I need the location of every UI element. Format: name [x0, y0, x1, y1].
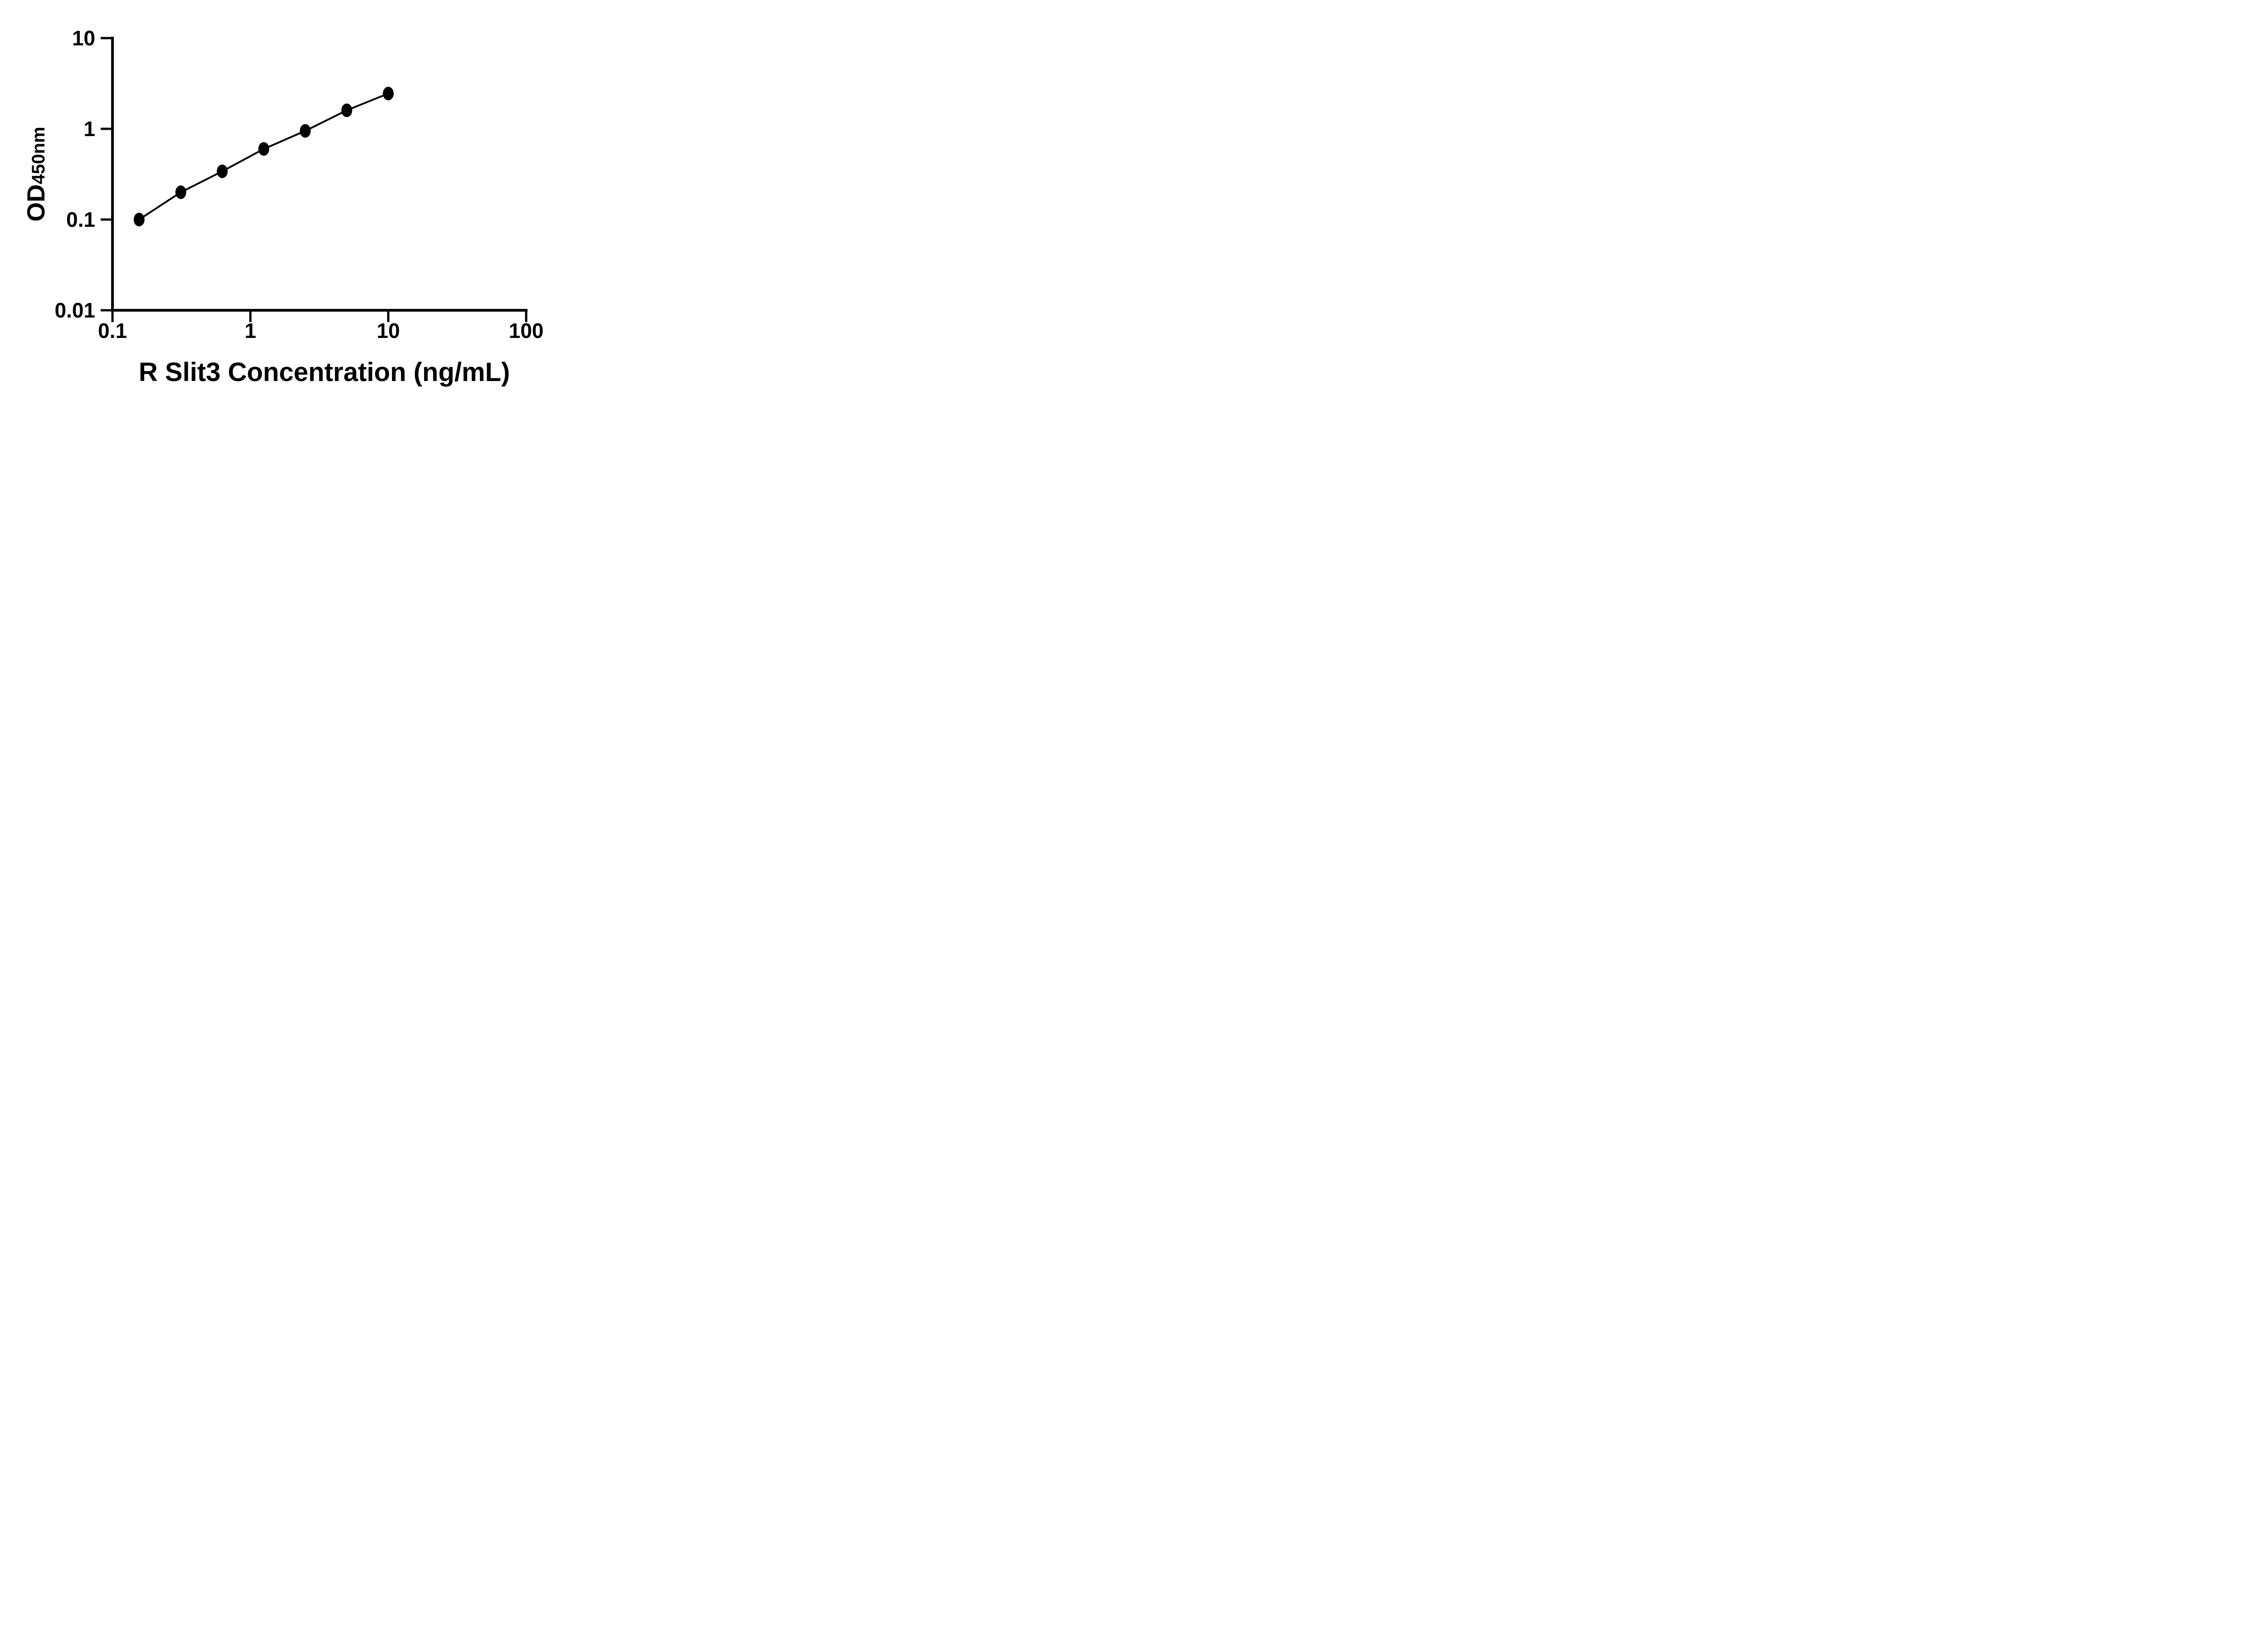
- y-axis-title-subscript: 450nm: [29, 127, 49, 184]
- data-point-marker-4: [300, 124, 311, 138]
- y-axis-title-main: OD: [22, 184, 50, 222]
- x-tick-label-100: 100: [509, 319, 544, 342]
- elisa-standard-curve-figure: 0.1 1 10 100 10 1 0.1 0.01 R Slit3 Concentratio…: [0, 0, 583, 408]
- y-tick-label-0.1: 0.1: [66, 208, 95, 231]
- y-tick-label-0.01: 0.01: [54, 298, 95, 322]
- data-point-marker-3: [258, 142, 269, 156]
- data-point-marker-5: [341, 103, 352, 117]
- data-point-marker-1: [175, 185, 186, 199]
- y-tick-label-10: 10: [72, 26, 95, 50]
- x-tick-label-1: 1: [244, 319, 256, 342]
- y-tick-label-1: 1: [83, 117, 95, 141]
- x-tick-label-10: 10: [376, 319, 400, 342]
- data-point-marker-0: [133, 213, 145, 226]
- data-point-marker-6: [383, 87, 394, 101]
- x-axis-title: R Slit3 Concentration (ng/mL): [139, 357, 510, 387]
- x-tick-label-0.1: 0.1: [98, 319, 127, 342]
- y-axis-title: OD450nm: [22, 127, 50, 221]
- data-point-marker-2: [216, 164, 228, 178]
